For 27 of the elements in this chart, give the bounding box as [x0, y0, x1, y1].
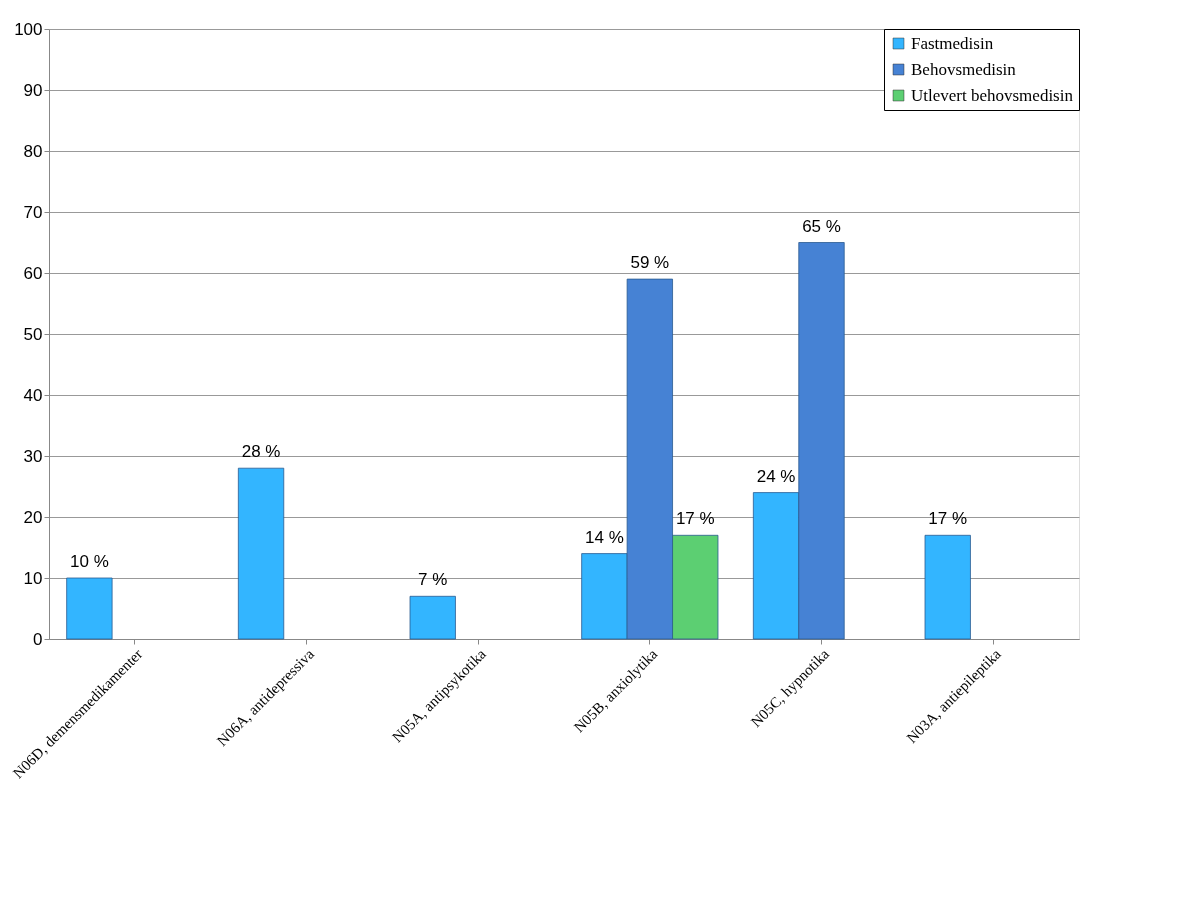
y-tick-label: 10	[23, 568, 43, 588]
data-label: 24 %	[756, 466, 796, 486]
y-tick-label: 40	[23, 385, 43, 405]
legend-label: Behovsmedisin	[911, 59, 1017, 79]
data-label: 10 %	[70, 552, 109, 571]
bar	[409, 595, 456, 640]
data-label: 59 %	[630, 253, 670, 273]
y-tick-label: 20	[23, 507, 43, 527]
data-label: 17 %	[675, 509, 715, 529]
y-tick-label: 80	[23, 141, 43, 161]
y-tick-label: 100	[14, 19, 43, 39]
y-tick-label: 60	[23, 263, 43, 283]
y-tick-label: 70	[23, 202, 43, 222]
bar	[66, 577, 113, 640]
data-label: 14 %	[585, 527, 624, 547]
data-label: 17 %	[928, 509, 968, 529]
data-label: 7 %	[418, 570, 448, 590]
bar	[237, 467, 285, 640]
data-label: 28 %	[241, 442, 281, 462]
data-label: 65 %	[802, 216, 841, 236]
y-tick-label: 50	[23, 324, 43, 344]
y-tick-label: 90	[23, 80, 43, 100]
legend-label: Fastmedisin	[911, 33, 994, 53]
y-tick-label: 30	[23, 446, 43, 466]
y-tick-label: 0	[33, 629, 43, 649]
legend-label: Utlevert behovsmedisin	[911, 85, 1074, 105]
bar	[924, 534, 971, 640]
